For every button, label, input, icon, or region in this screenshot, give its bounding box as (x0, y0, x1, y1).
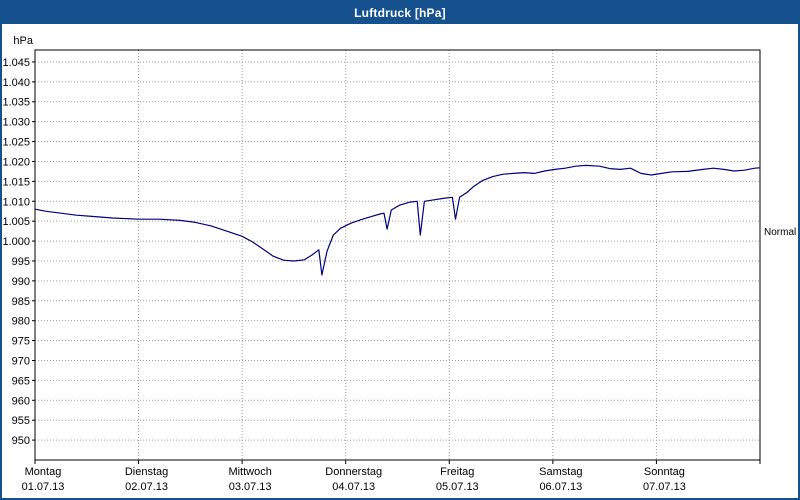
normal-label: Normal (764, 227, 797, 239)
x-date-label: 02.07.13 (125, 481, 168, 493)
y-tick-label: 1.020 (2, 156, 30, 168)
x-date-label: 05.07.13 (436, 481, 479, 493)
y-axis-unit-label: hPa (13, 35, 33, 47)
y-tick-label: 985 (12, 296, 30, 308)
y-tick-label: 1.010 (2, 196, 30, 208)
window-title: Luftdruck [hPa] (354, 6, 446, 20)
y-tick-label: 1.030 (2, 117, 30, 129)
y-tick-label: 965 (12, 375, 30, 387)
x-date-label: 01.07.13 (22, 481, 65, 493)
chart-area: 1.045 1.040 1.035 1.030 1.025 1.020 1.015 1.010… (2, 24, 798, 498)
pressure-chart: 1.045 1.040 1.035 1.030 1.025 1.020 1.015 1.010… (2, 35, 761, 493)
x-day-label: Samstag (539, 466, 582, 478)
y-tick-label: 1.000 (2, 236, 30, 248)
plot-border (34, 49, 761, 461)
x-day-label: Montag (25, 466, 62, 478)
y-tick-label: 1.005 (2, 216, 30, 228)
x-day-label: Sonntag (644, 466, 685, 478)
y-tick-label: 990 (12, 276, 30, 288)
y-tick-label: 975 (12, 336, 30, 348)
pressure-line (34, 164, 761, 276)
x-date-label: 04.07.13 (332, 481, 375, 493)
x-day-label: Donnerstag (325, 466, 382, 478)
y-tick-label: 960 (12, 395, 30, 407)
y-tick-label: 955 (12, 415, 30, 427)
y-tick-label: 950 (12, 435, 30, 447)
y-tick-label: 1.040 (2, 77, 30, 89)
y-tick-label: 1.015 (2, 176, 30, 188)
x-date-label: 06.07.13 (539, 481, 582, 493)
x-date-label: 07.07.13 (643, 481, 686, 493)
x-day-label: Mittwoch (228, 466, 271, 478)
x-day-label: Dienstag (125, 466, 168, 478)
x-day-label: Freitag (440, 466, 474, 478)
y-tick-label: 995 (12, 256, 30, 268)
y-tick-label: 1.045 (2, 57, 30, 69)
window-titlebar: Luftdruck [hPa] (2, 2, 798, 24)
y-tick-label: 1.025 (2, 137, 30, 149)
x-date-label: 03.07.13 (229, 481, 272, 493)
y-tick-label: 1.035 (2, 97, 30, 109)
y-tick-label: 970 (12, 355, 30, 367)
y-tick-label: 980 (12, 316, 30, 328)
